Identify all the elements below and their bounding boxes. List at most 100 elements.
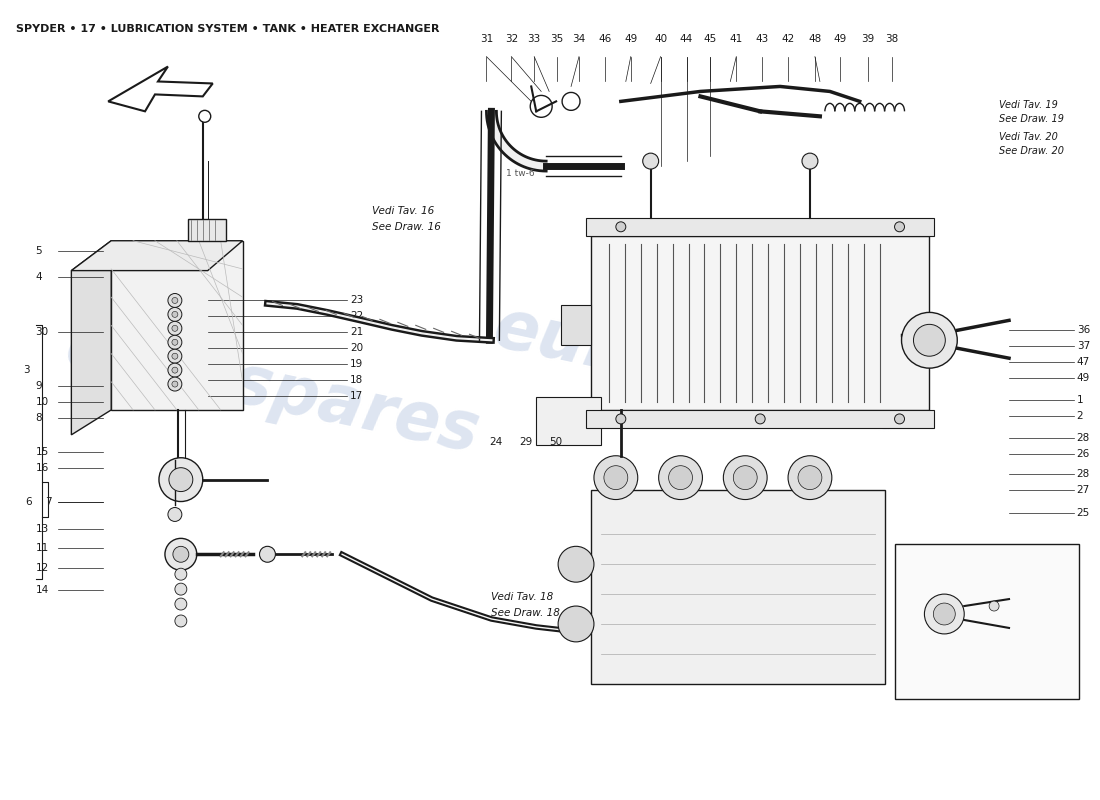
Circle shape: [642, 153, 659, 169]
Circle shape: [604, 466, 628, 490]
Circle shape: [172, 339, 178, 346]
Circle shape: [160, 458, 202, 502]
Text: 33: 33: [528, 34, 541, 44]
Circle shape: [989, 601, 999, 611]
Text: 36: 36: [1077, 326, 1090, 335]
Text: 39: 39: [861, 34, 875, 44]
Text: 26: 26: [978, 569, 990, 579]
Text: 16: 16: [35, 462, 48, 473]
Text: 9: 9: [35, 381, 42, 391]
Text: Vedi Tav. 20: Vedi Tav. 20: [999, 132, 1058, 142]
Text: 14: 14: [35, 585, 48, 595]
Text: 30: 30: [35, 327, 48, 338]
Text: Vedi Tav. 16: Vedi Tav. 16: [372, 206, 434, 216]
Circle shape: [260, 546, 275, 562]
Circle shape: [669, 466, 693, 490]
Text: 50: 50: [549, 437, 562, 447]
Polygon shape: [486, 111, 547, 171]
Circle shape: [894, 222, 904, 232]
Text: Vedi Tav. 19: Vedi Tav. 19: [999, 100, 1058, 110]
Circle shape: [734, 466, 757, 490]
Text: 4: 4: [35, 271, 42, 282]
Bar: [894, 544, 1079, 698]
Circle shape: [175, 568, 187, 580]
Circle shape: [616, 414, 626, 424]
Text: 28: 28: [943, 634, 956, 644]
Circle shape: [168, 363, 182, 377]
Text: 29: 29: [519, 437, 532, 447]
Text: 42: 42: [781, 34, 794, 44]
Circle shape: [168, 377, 182, 391]
Text: 44: 44: [680, 34, 693, 44]
Circle shape: [172, 381, 178, 387]
Circle shape: [756, 414, 766, 424]
Text: 35: 35: [550, 34, 563, 44]
Circle shape: [168, 294, 182, 307]
Circle shape: [168, 335, 182, 350]
Text: 10: 10: [35, 397, 48, 407]
Circle shape: [168, 322, 182, 335]
Text: 34: 34: [572, 34, 585, 44]
Circle shape: [724, 456, 767, 499]
Circle shape: [172, 354, 178, 359]
Bar: [188, 219, 226, 241]
Circle shape: [173, 546, 189, 562]
Bar: [536, 397, 601, 445]
Circle shape: [169, 468, 192, 491]
Text: 19: 19: [350, 359, 363, 369]
Text: 6: 6: [25, 497, 32, 506]
Text: 24: 24: [490, 437, 503, 447]
Circle shape: [165, 538, 197, 570]
Text: 7: 7: [45, 497, 52, 506]
Text: 5: 5: [35, 246, 42, 256]
Text: 27: 27: [1077, 485, 1090, 494]
Polygon shape: [111, 241, 243, 410]
Circle shape: [172, 326, 178, 331]
Circle shape: [594, 456, 638, 499]
Circle shape: [168, 507, 182, 522]
Circle shape: [558, 546, 594, 582]
Text: 15: 15: [35, 446, 48, 457]
Circle shape: [913, 324, 945, 356]
Circle shape: [616, 222, 626, 232]
Text: eurospares: eurospares: [59, 314, 485, 466]
Bar: [591, 236, 930, 410]
Circle shape: [175, 583, 187, 595]
Circle shape: [172, 298, 178, 303]
Text: 18: 18: [350, 375, 363, 385]
Text: 20: 20: [350, 343, 363, 354]
Text: 13: 13: [35, 525, 48, 534]
Circle shape: [168, 307, 182, 322]
Bar: [561, 306, 591, 346]
Text: 28: 28: [1077, 433, 1090, 443]
Text: 12: 12: [35, 563, 48, 574]
Circle shape: [558, 606, 594, 642]
Text: 38: 38: [884, 34, 899, 44]
Text: 28: 28: [953, 569, 966, 579]
Text: 41: 41: [729, 34, 743, 44]
Text: 46: 46: [598, 34, 612, 44]
Polygon shape: [72, 241, 243, 270]
Text: 49: 49: [1077, 373, 1090, 383]
Text: 1: 1: [1077, 395, 1084, 405]
Text: 8: 8: [35, 413, 42, 423]
Circle shape: [894, 414, 904, 424]
Circle shape: [659, 456, 703, 499]
Circle shape: [175, 615, 187, 627]
Text: See Draw. 20: See Draw. 20: [999, 146, 1064, 156]
Text: Vedi Tav. 18: Vedi Tav. 18: [492, 592, 553, 602]
Circle shape: [168, 350, 182, 363]
Text: 22: 22: [350, 311, 363, 322]
Text: 31: 31: [480, 34, 493, 44]
Bar: [591, 490, 884, 684]
Text: 23: 23: [350, 295, 363, 306]
Text: 26: 26: [1077, 449, 1090, 458]
Circle shape: [172, 367, 178, 373]
Text: 47: 47: [1077, 357, 1090, 367]
Text: 49: 49: [624, 34, 637, 44]
Text: 25: 25: [1077, 509, 1090, 518]
Circle shape: [788, 456, 832, 499]
Text: Soluzione superata: Soluzione superata: [924, 662, 1011, 670]
Text: See Draw. 16: See Draw. 16: [372, 222, 441, 232]
Text: SPYDER • 17 • LUBRICATION SYSTEM • TANK • HEATER EXCHANGER: SPYDER • 17 • LUBRICATION SYSTEM • TANK …: [15, 24, 439, 34]
